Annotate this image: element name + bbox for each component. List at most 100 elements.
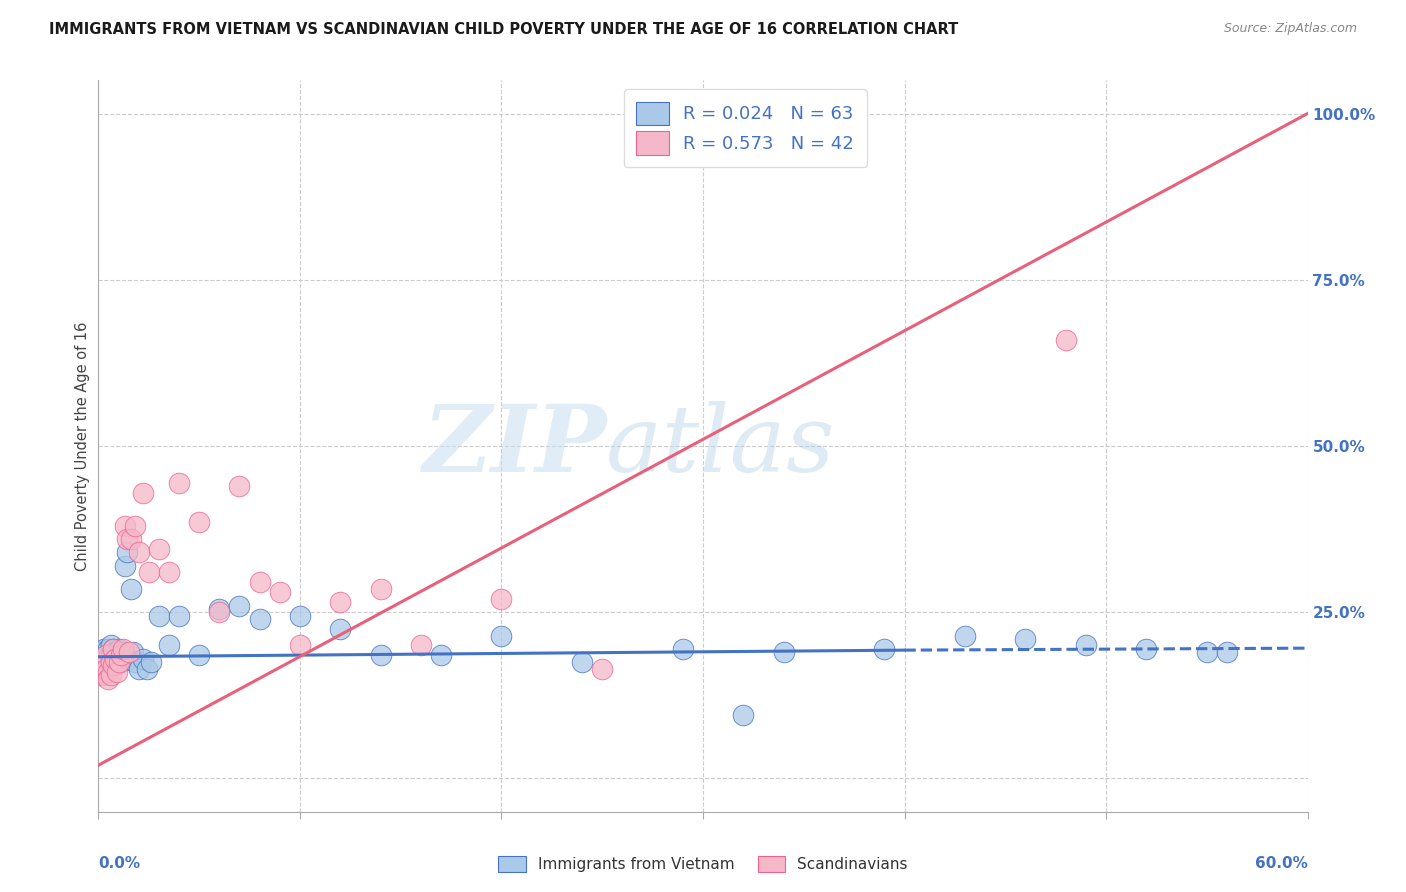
Point <box>288 608 311 623</box>
Point <box>96 648 118 663</box>
Point <box>100 648 122 663</box>
Point <box>100 655 122 669</box>
Text: ZIP: ZIP <box>422 401 606 491</box>
Point <box>148 542 170 557</box>
Point <box>101 641 124 656</box>
Point <box>733 708 755 723</box>
Point <box>491 628 513 642</box>
Point <box>953 628 976 642</box>
Point <box>110 648 132 663</box>
Point <box>97 662 120 676</box>
Point <box>105 653 128 667</box>
Point <box>93 652 115 666</box>
Point <box>288 639 311 653</box>
Text: 60.0%: 60.0% <box>1254 855 1308 871</box>
Point <box>118 645 141 659</box>
Point <box>97 641 120 656</box>
Text: IMMIGRANTS FROM VIETNAM VS SCANDINAVIAN CHILD POVERTY UNDER THE AGE OF 16 CORREL: IMMIGRANTS FROM VIETNAM VS SCANDINAVIAN … <box>49 22 959 37</box>
Point <box>269 585 291 599</box>
Point <box>105 665 128 679</box>
Text: Source: ZipAtlas.com: Source: ZipAtlas.com <box>1223 22 1357 36</box>
Point <box>89 668 111 682</box>
Point <box>110 645 132 659</box>
Point <box>329 622 352 636</box>
Point <box>188 648 211 663</box>
Point <box>188 516 211 530</box>
Point <box>105 645 128 659</box>
Point <box>91 655 114 669</box>
Point <box>103 652 125 666</box>
Point <box>96 655 118 669</box>
Point <box>93 658 115 673</box>
Point <box>101 648 124 663</box>
Point <box>249 575 271 590</box>
Point <box>1014 632 1036 646</box>
Point <box>111 648 134 663</box>
Point <box>1195 645 1218 659</box>
Point <box>89 662 111 676</box>
Point <box>93 655 115 669</box>
Point <box>100 655 122 669</box>
Point <box>114 518 136 533</box>
Point <box>157 639 180 653</box>
Point <box>121 645 143 659</box>
Point <box>115 545 138 559</box>
Point <box>93 641 115 656</box>
Text: 0.0%: 0.0% <box>98 855 141 871</box>
Point <box>1054 333 1077 347</box>
Point <box>124 518 146 533</box>
Point <box>97 665 120 679</box>
Point <box>128 662 150 676</box>
Point <box>1074 639 1097 653</box>
Text: atlas: atlas <box>606 401 835 491</box>
Point <box>1216 645 1239 659</box>
Point <box>107 641 129 656</box>
Point <box>370 648 392 663</box>
Point <box>89 645 111 659</box>
Point <box>101 658 124 673</box>
Point <box>103 645 125 659</box>
Point <box>128 545 150 559</box>
Point <box>120 532 142 546</box>
Point <box>107 655 129 669</box>
Legend: Immigrants from Vietnam, Scandinavians: Immigrants from Vietnam, Scandinavians <box>491 848 915 880</box>
Point <box>103 652 125 666</box>
Point <box>91 665 114 679</box>
Y-axis label: Child Poverty Under the Age of 16: Child Poverty Under the Age of 16 <box>75 321 90 571</box>
Point <box>228 599 250 613</box>
Point <box>135 662 157 676</box>
Point <box>208 602 231 616</box>
Point <box>118 652 141 666</box>
Point <box>107 648 129 663</box>
Point <box>249 612 271 626</box>
Point <box>430 648 453 663</box>
Point <box>115 532 138 546</box>
Point <box>167 608 190 623</box>
Point <box>93 668 115 682</box>
Point <box>571 655 593 669</box>
Point <box>591 662 613 676</box>
Point <box>1135 641 1157 656</box>
Point <box>120 582 142 596</box>
Point <box>100 639 122 653</box>
Legend: R = 0.024   N = 63, R = 0.573   N = 42: R = 0.024 N = 63, R = 0.573 N = 42 <box>624 89 868 168</box>
Point <box>97 672 120 686</box>
Point <box>96 659 118 673</box>
Point <box>148 608 170 623</box>
Point <box>91 662 114 676</box>
Point <box>100 668 122 682</box>
Point <box>101 641 124 656</box>
Point <box>111 641 134 656</box>
Point <box>91 648 114 663</box>
Point <box>672 641 695 656</box>
Point <box>772 645 794 659</box>
Point <box>96 662 118 676</box>
Point <box>114 558 136 573</box>
Point <box>132 652 155 666</box>
Point <box>157 566 180 580</box>
Point <box>208 605 231 619</box>
Point <box>96 648 118 663</box>
Point <box>370 582 392 596</box>
Point <box>91 658 114 673</box>
Point <box>101 655 124 669</box>
